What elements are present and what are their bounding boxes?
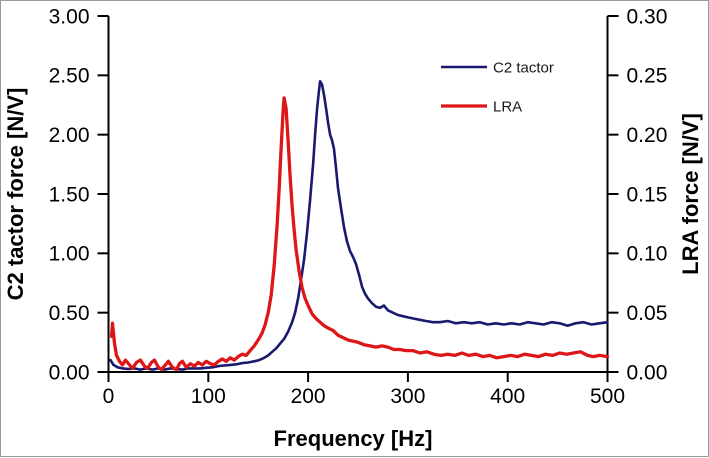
series-line-c2-tactor [109, 80, 609, 371]
y-tick-label-right: 0.05 [627, 302, 668, 325]
x-tick-label: 500 [590, 385, 625, 408]
y-tick-label-left: 0.50 [49, 302, 90, 325]
y-tick-label-right: 0.30 [627, 5, 668, 28]
series-line-lra [109, 96, 610, 372]
y-tick-label-right: 0.25 [627, 65, 668, 88]
x-tick-label: 300 [390, 385, 425, 408]
y-tick-label-left: 1.00 [49, 243, 90, 266]
left-axis-title: C2 tactor force [N/V] [3, 88, 28, 301]
y-tick-label-left: 2.00 [49, 124, 90, 147]
x-tick-label: 200 [291, 385, 326, 408]
y-tick-label-right: 0.00 [627, 361, 668, 384]
x-tick-label: 400 [490, 385, 525, 408]
y-tick-label-left: 3.00 [49, 5, 90, 28]
legend-label-lra: LRA [493, 98, 522, 115]
legend-label-c2-tactor: C2 tactor [493, 59, 554, 76]
y-tick-label-right: 0.15 [627, 183, 668, 206]
y-tick-label-right: 0.10 [627, 243, 668, 266]
y-tick-label-left: 1.50 [49, 183, 90, 206]
legend: C2 tactor LRA [441, 59, 554, 115]
plot-area: 0.00 0.00 0.50 0.05 1.00 0.10 1.50 0.15 2.00 0.20… [49, 5, 668, 408]
right-axis-title: LRA force [N/V] [678, 113, 703, 275]
y-tick-label-left: 0.00 [49, 361, 90, 384]
y-tick-label-left: 2.50 [49, 65, 90, 88]
x-tick-label: 0 [103, 385, 115, 408]
y-tick-label-right: 0.20 [627, 124, 668, 147]
x-axis-title: Frequency [Hz] [274, 426, 433, 451]
x-tick-label: 100 [191, 385, 226, 408]
